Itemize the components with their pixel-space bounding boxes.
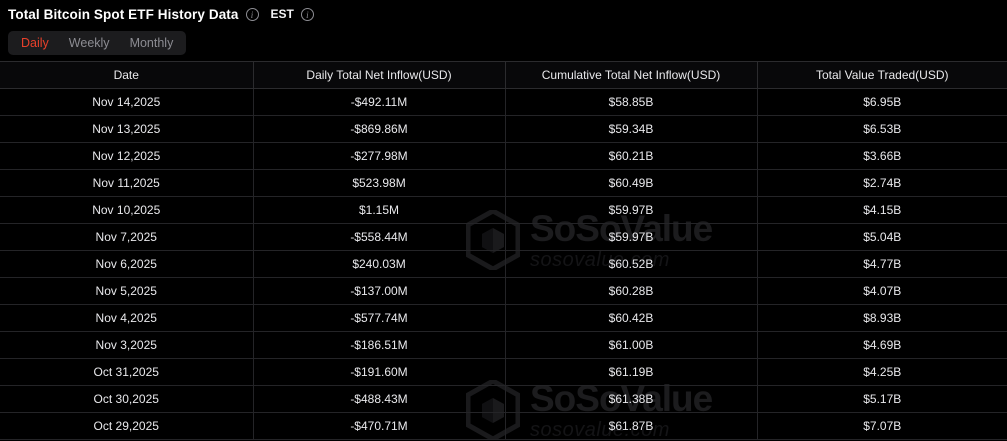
cell-date: Nov 3,2025 xyxy=(0,331,254,359)
table-row[interactable]: Nov 13,2025 -$869.86M $59.34B $6.53B xyxy=(0,115,1007,143)
cell-total-value-traded: $4.25B xyxy=(757,358,1007,386)
cell-cumulative-net-inflow: $60.52B xyxy=(505,250,758,278)
column-header-daily-net-inflow[interactable]: Daily Total Net Inflow(USD) xyxy=(253,62,506,89)
cell-date: Nov 5,2025 xyxy=(0,277,254,305)
cell-daily-net-inflow: -$869.86M xyxy=(253,115,506,143)
cell-daily-net-inflow: -$470.71M xyxy=(253,412,506,440)
tab-daily[interactable]: Daily xyxy=(21,36,49,50)
column-header-total-value-traded[interactable]: Total Value Traded(USD) xyxy=(757,62,1007,89)
cell-daily-net-inflow: -$577.74M xyxy=(253,304,506,332)
table-row[interactable]: Nov 3,2025 -$186.51M $61.00B $4.69B xyxy=(0,331,1007,359)
table-row[interactable]: Nov 4,2025 -$577.74M $60.42B $8.93B xyxy=(0,304,1007,332)
column-header-cumulative-net-inflow[interactable]: Cumulative Total Net Inflow(USD) xyxy=(505,62,758,89)
cell-cumulative-net-inflow: $61.87B xyxy=(505,412,758,440)
cell-total-value-traded: $6.53B xyxy=(757,115,1007,143)
table-row[interactable]: Oct 29,2025 -$470.71M $61.87B $7.07B xyxy=(0,412,1007,440)
cell-daily-net-inflow: -$186.51M xyxy=(253,331,506,359)
table-row[interactable]: Nov 14,2025 -$492.11M $58.85B $6.95B xyxy=(0,88,1007,116)
cell-daily-net-inflow: -$492.11M xyxy=(253,88,506,116)
etf-history-table: Date Daily Total Net Inflow(USD) Cumulat… xyxy=(0,62,1007,440)
cell-date: Oct 29,2025 xyxy=(0,412,254,440)
table-body: Nov 14,2025 -$492.11M $58.85B $6.95B Nov 13,… xyxy=(0,88,1007,440)
cell-cumulative-net-inflow: $59.97B xyxy=(505,223,758,251)
cell-daily-net-inflow: -$191.60M xyxy=(253,358,506,386)
page-header: Total Bitcoin Spot ETF History Data i ES… xyxy=(0,0,1007,28)
table-row[interactable]: Nov 10,2025 $1.15M $59.97B $4.15B xyxy=(0,196,1007,224)
cell-total-value-traded: $5.04B xyxy=(757,223,1007,251)
cell-date: Nov 10,2025 xyxy=(0,196,254,224)
cell-cumulative-net-inflow: $60.28B xyxy=(505,277,758,305)
page-title: Total Bitcoin Spot ETF History Data xyxy=(8,6,239,22)
cell-total-value-traded: $4.07B xyxy=(757,277,1007,305)
cell-daily-net-inflow: -$277.98M xyxy=(253,142,506,170)
cell-date: Nov 11,2025 xyxy=(0,169,254,197)
cell-total-value-traded: $6.95B xyxy=(757,88,1007,116)
table-row[interactable]: Nov 5,2025 -$137.00M $60.28B $4.07B xyxy=(0,277,1007,305)
cell-cumulative-net-inflow: $60.49B xyxy=(505,169,758,197)
timezone-label: EST xyxy=(270,7,294,21)
cell-total-value-traded: $3.66B xyxy=(757,142,1007,170)
cell-total-value-traded: $4.77B xyxy=(757,250,1007,278)
cell-cumulative-net-inflow: $60.42B xyxy=(505,304,758,332)
cell-total-value-traded: $4.69B xyxy=(757,331,1007,359)
cell-total-value-traded: $5.17B xyxy=(757,385,1007,413)
cell-date: Nov 13,2025 xyxy=(0,115,254,143)
table-head: Date Daily Total Net Inflow(USD) Cumulat… xyxy=(0,62,1007,89)
table-row[interactable]: Oct 30,2025 -$488.43M $61.38B $5.17B xyxy=(0,385,1007,413)
tab-monthly[interactable]: Monthly xyxy=(129,36,174,50)
table-row[interactable]: Nov 7,2025 -$558.44M $59.97B $5.04B xyxy=(0,223,1007,251)
tab-weekly[interactable]: Weekly xyxy=(68,36,110,50)
cell-date: Nov 7,2025 xyxy=(0,223,254,251)
cell-date: Oct 30,2025 xyxy=(0,385,254,413)
cell-cumulative-net-inflow: $61.19B xyxy=(505,358,758,386)
cell-total-value-traded: $4.15B xyxy=(757,196,1007,224)
cell-cumulative-net-inflow: $61.00B xyxy=(505,331,758,359)
cell-cumulative-net-inflow: $60.21B xyxy=(505,142,758,170)
cell-cumulative-net-inflow: $58.85B xyxy=(505,88,758,116)
column-header-date[interactable]: Date xyxy=(0,62,254,89)
etf-history-table-area: SoSoValue sosovalue.com SoSoValue sosova… xyxy=(0,61,1007,440)
cell-total-value-traded: $7.07B xyxy=(757,412,1007,440)
period-tabs: Daily Weekly Monthly xyxy=(8,31,187,55)
table-header-row: Date Daily Total Net Inflow(USD) Cumulat… xyxy=(0,62,1007,89)
table-row[interactable]: Nov 6,2025 $240.03M $60.52B $4.77B xyxy=(0,250,1007,278)
cell-date: Nov 14,2025 xyxy=(0,88,254,116)
cell-daily-net-inflow: $240.03M xyxy=(253,250,506,278)
cell-cumulative-net-inflow: $59.34B xyxy=(505,115,758,143)
cell-daily-net-inflow: -$558.44M xyxy=(253,223,506,251)
table-row[interactable]: Nov 11,2025 $523.98M $60.49B $2.74B xyxy=(0,169,1007,197)
timezone-info-icon[interactable]: i xyxy=(300,7,314,21)
table-row[interactable]: Oct 31,2025 -$191.60M $61.19B $4.25B xyxy=(0,358,1007,386)
cell-daily-net-inflow: $523.98M xyxy=(253,169,506,197)
table-row[interactable]: Nov 12,2025 -$277.98M $60.21B $3.66B xyxy=(0,142,1007,170)
cell-daily-net-inflow: -$488.43M xyxy=(253,385,506,413)
cell-total-value-traded: $8.93B xyxy=(757,304,1007,332)
period-tabs-container: Daily Weekly Monthly xyxy=(0,28,1007,55)
cell-date: Oct 31,2025 xyxy=(0,358,254,386)
cell-daily-net-inflow: $1.15M xyxy=(253,196,506,224)
cell-cumulative-net-inflow: $61.38B xyxy=(505,385,758,413)
cell-date: Nov 4,2025 xyxy=(0,304,254,332)
title-info-icon[interactable]: i xyxy=(245,7,259,21)
cell-total-value-traded: $2.74B xyxy=(757,169,1007,197)
cell-daily-net-inflow: -$137.00M xyxy=(253,277,506,305)
cell-date: Nov 12,2025 xyxy=(0,142,254,170)
cell-cumulative-net-inflow: $59.97B xyxy=(505,196,758,224)
cell-date: Nov 6,2025 xyxy=(0,250,254,278)
